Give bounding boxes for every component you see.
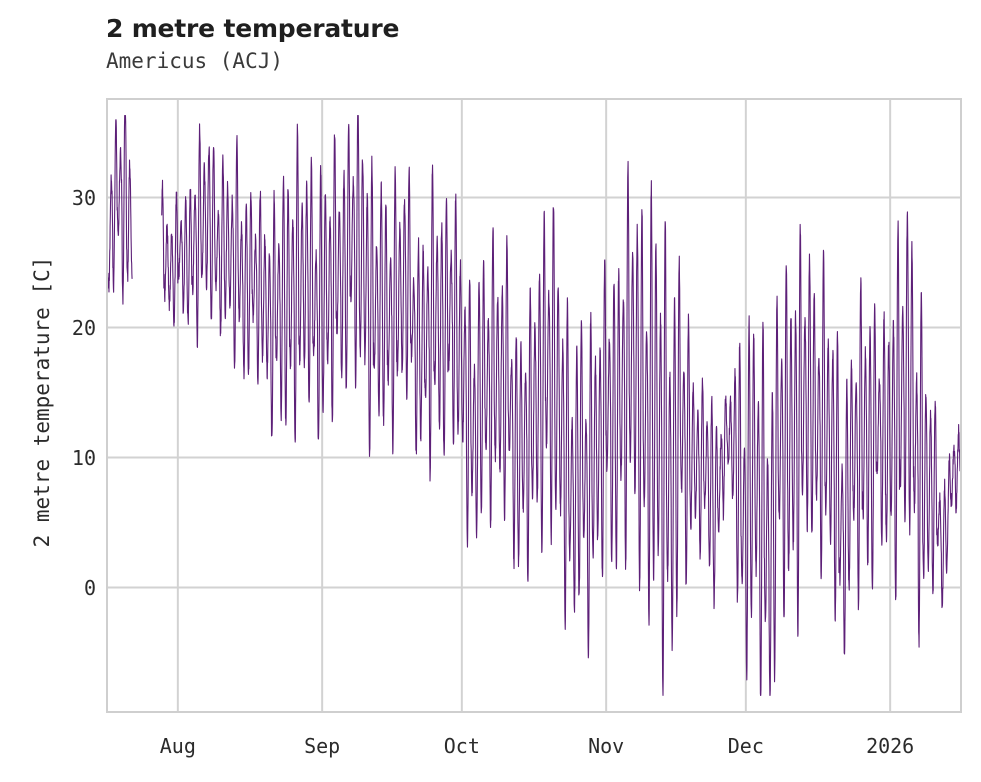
x-tick-label: Nov bbox=[588, 734, 625, 758]
plot-area bbox=[106, 98, 962, 713]
series-path bbox=[162, 116, 960, 696]
temperature-series bbox=[108, 100, 960, 711]
y-tick-label: 0 bbox=[83, 575, 96, 600]
y-tick-labels: 0 10 20 30 bbox=[0, 0, 96, 782]
page-title: 2 metre temperature bbox=[106, 14, 400, 43]
x-tick-label: Sep bbox=[304, 734, 341, 758]
chart-subtitle: Americus (ACJ) bbox=[106, 49, 284, 73]
x-tick-label: Aug bbox=[159, 734, 196, 758]
x-tick-label: 2026 bbox=[866, 734, 915, 758]
y-tick-label: 20 bbox=[71, 315, 96, 340]
x-tick-label: Oct bbox=[443, 734, 480, 758]
y-tick-label: 10 bbox=[71, 445, 96, 470]
title-block: 2 metre temperature Americus (ACJ) bbox=[106, 14, 966, 74]
series-path bbox=[108, 116, 132, 305]
y-tick-label: 30 bbox=[71, 185, 96, 210]
x-tick-label: Dec bbox=[727, 734, 764, 758]
grid-lines bbox=[108, 100, 960, 711]
